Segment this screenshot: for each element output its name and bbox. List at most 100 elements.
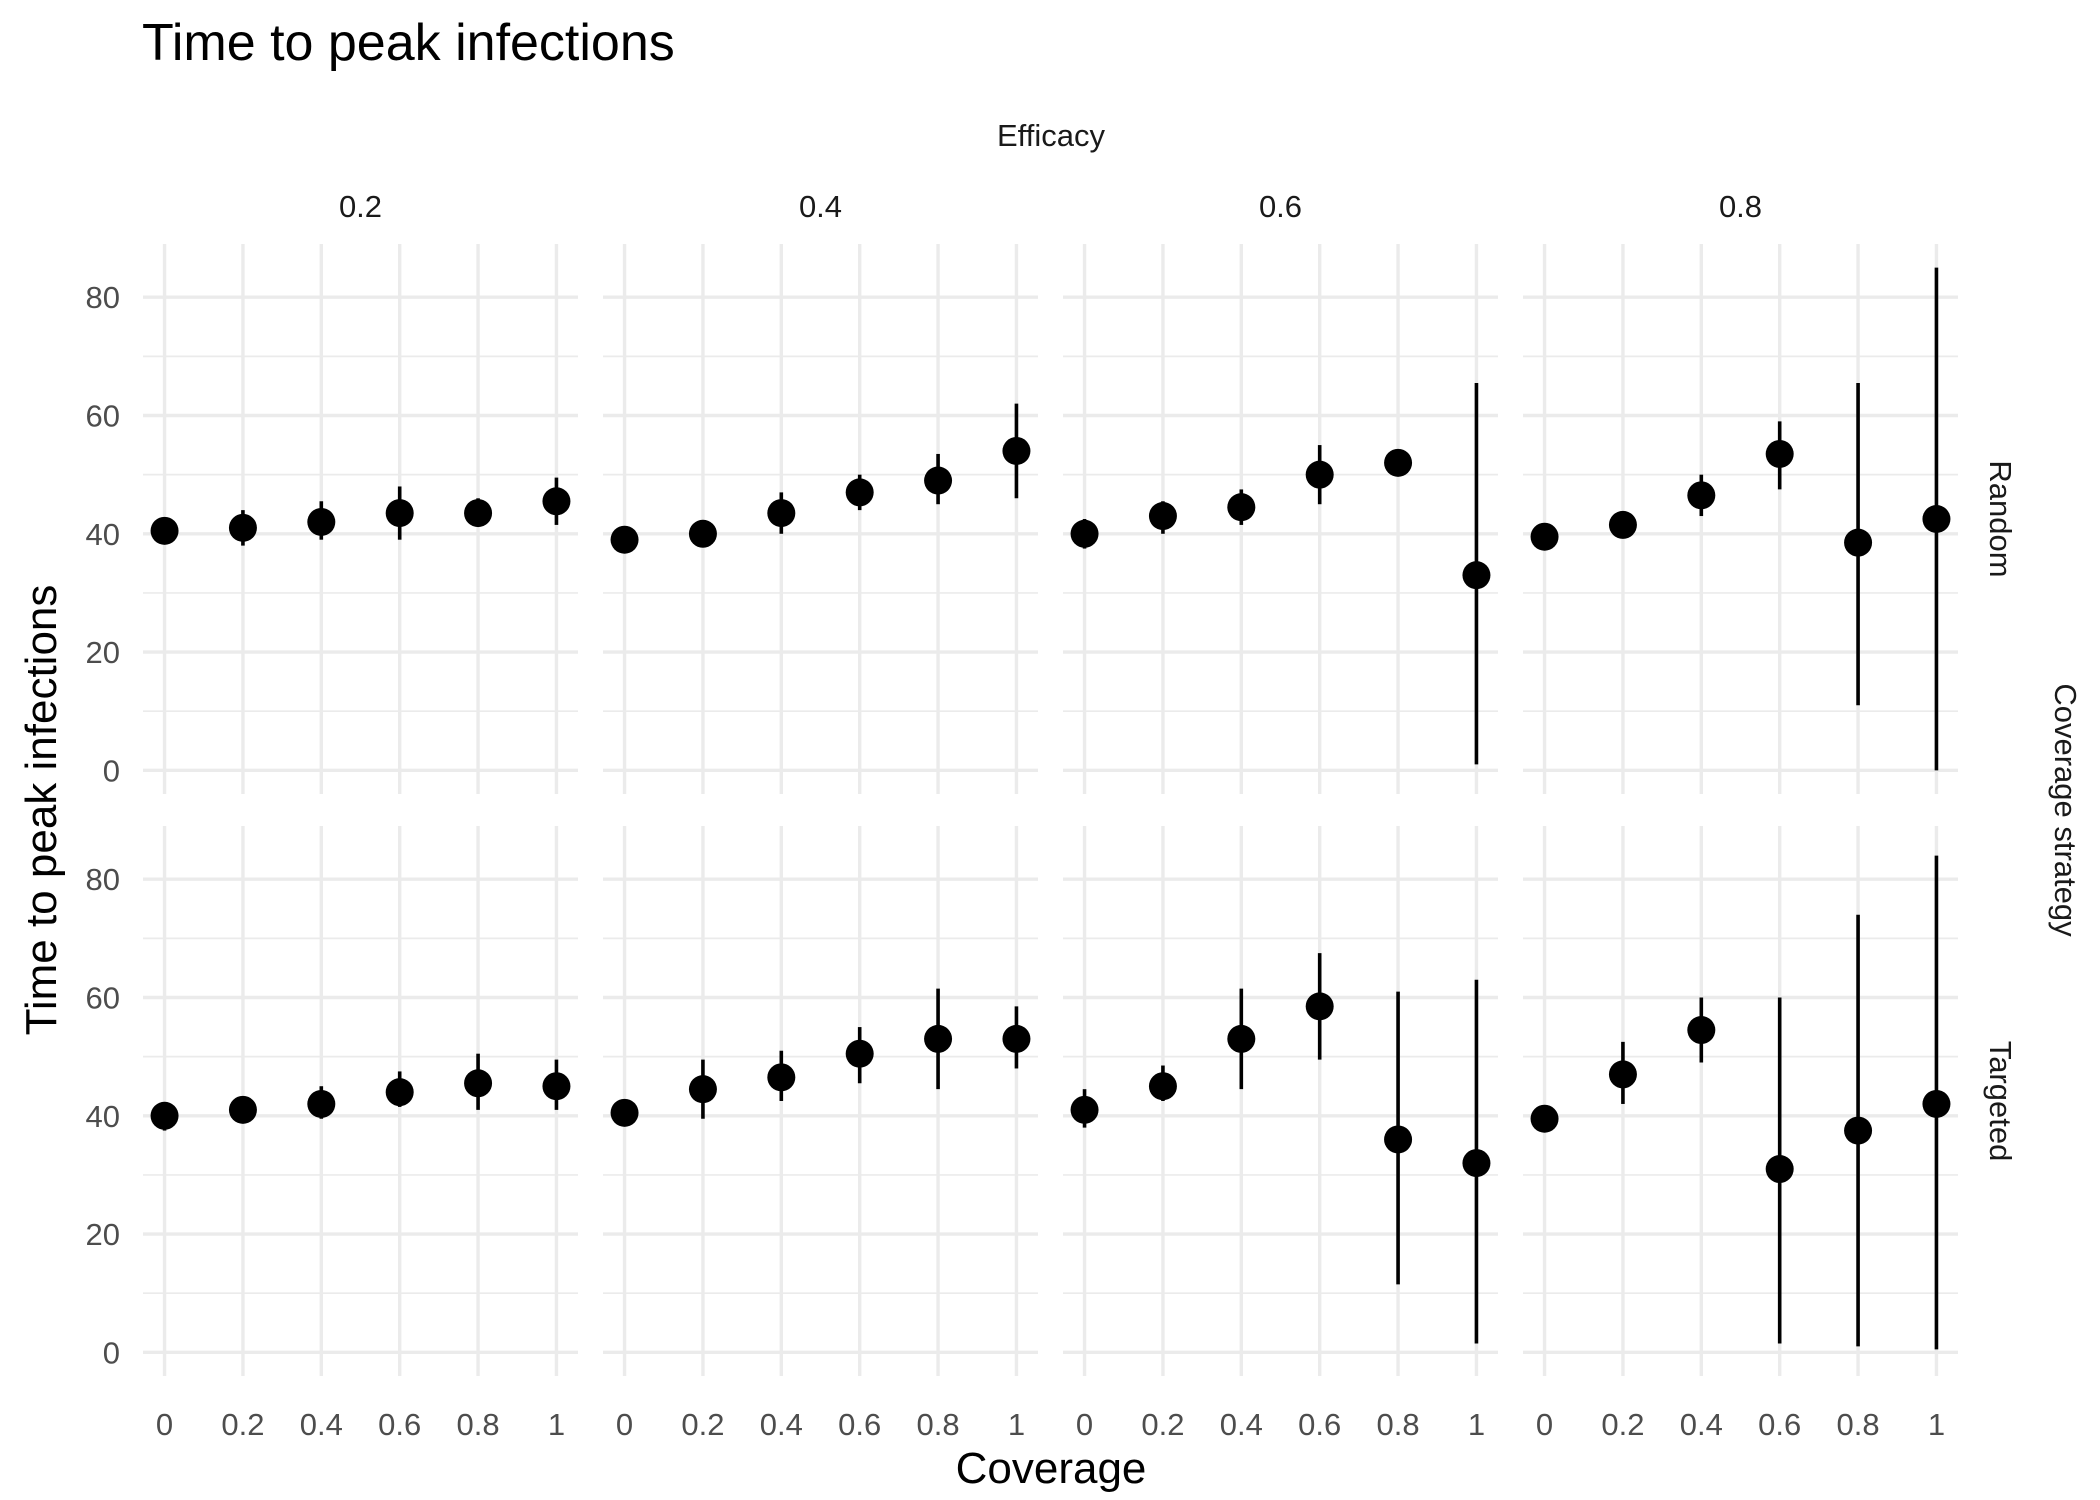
data-point [1305, 460, 1334, 489]
col-facet-label: 0.6 [1259, 189, 1302, 224]
data-point [1148, 502, 1177, 531]
data-point [1687, 481, 1716, 510]
data-point [1070, 519, 1099, 548]
x-tick-label: 0.8 [1377, 1407, 1420, 1442]
x-tick-label: 0 [616, 1407, 633, 1442]
x-tick-label: 0.6 [1758, 1407, 1801, 1442]
data-point [845, 478, 874, 507]
y-tick-label: 20 [86, 1217, 120, 1252]
x-tick-label: 1 [1468, 1407, 1485, 1442]
y-tick-label: 0 [103, 1335, 120, 1370]
data-point [610, 1098, 639, 1127]
data-point [385, 499, 414, 528]
data-point [150, 516, 179, 545]
col-facet-label: 0.4 [799, 189, 842, 224]
x-tick-label: 0.2 [1601, 1407, 1644, 1442]
data-point [688, 1075, 717, 1104]
x-tick-label: 0 [1536, 1407, 1553, 1442]
data-point [1227, 1024, 1256, 1053]
x-tick-label: 0.6 [1298, 1407, 1341, 1442]
data-point [307, 507, 336, 536]
y-tick-label: 0 [103, 753, 120, 788]
series-targeted-0.8 [1530, 855, 1951, 1350]
y-tick-label: 20 [86, 635, 120, 670]
series-random-0.2 [150, 477, 571, 546]
labels-layer: Time to peak infections Efficacy Coverag… [17, 14, 2083, 1493]
data-point [1765, 439, 1794, 468]
x-tick-label: 1 [1008, 1407, 1025, 1442]
data-point [150, 1101, 179, 1130]
data-point [1922, 1089, 1951, 1118]
y-tick-label: 40 [86, 1099, 120, 1134]
data-point [1227, 493, 1256, 522]
x-tick-label: 0.6 [838, 1407, 881, 1442]
y-tick-label: 80 [86, 280, 120, 315]
x-tick-label: 0.2 [1141, 1407, 1184, 1442]
data-point [1148, 1072, 1177, 1101]
x-tick-label: 0.4 [1680, 1407, 1723, 1442]
data-point [1002, 436, 1031, 465]
data-point [1384, 1125, 1413, 1154]
x-tick-label: 0.4 [300, 1407, 343, 1442]
col-facet-label: 0.8 [1719, 189, 1762, 224]
y-tick-label: 40 [86, 517, 120, 552]
data-point [688, 519, 717, 548]
data-point [228, 513, 257, 542]
data-point [1305, 992, 1334, 1021]
y-tick-label: 60 [86, 981, 120, 1016]
panel-random-0.4 [603, 244, 1038, 794]
x-tick-label: 0.2 [681, 1407, 724, 1442]
chart-title: Time to peak infections [142, 14, 675, 72]
data-point [1765, 1155, 1794, 1184]
row-facet-label: Targeted [1983, 1041, 2018, 1162]
col-facet-title: Efficacy [997, 118, 1105, 153]
row-facet-title: Coverage strategy [2048, 683, 2083, 937]
data-point [1608, 1060, 1637, 1089]
data-point [542, 487, 571, 516]
col-facet-label: 0.2 [339, 189, 382, 224]
data-point [1070, 1095, 1099, 1124]
data-point [610, 525, 639, 554]
x-tick-label: 0.8 [1837, 1407, 1880, 1442]
data-point [464, 1069, 493, 1098]
data-point [1384, 448, 1413, 477]
data-point [767, 1063, 796, 1092]
data-point [542, 1072, 571, 1101]
y-tick-label: 80 [86, 862, 120, 897]
x-axis-title: Coverage [956, 1444, 1147, 1493]
series-targeted-0.2 [150, 1053, 571, 1131]
x-tick-label: 0.8 [457, 1407, 500, 1442]
x-tick-label: 0 [1076, 1407, 1093, 1442]
data-point [385, 1078, 414, 1107]
series-random-0.4 [610, 403, 1031, 554]
data-point [1608, 510, 1637, 539]
series-targeted-0.6 [1070, 953, 1491, 1344]
data-point [228, 1095, 257, 1124]
x-tick-label: 0.4 [760, 1407, 803, 1442]
data-point [1687, 1016, 1716, 1045]
x-tick-label: 1 [548, 1407, 565, 1442]
data-point [307, 1089, 336, 1118]
data-point [1844, 1116, 1873, 1145]
data-point [1002, 1024, 1031, 1053]
x-tick-label: 1 [1928, 1407, 1945, 1442]
data-point [1462, 1149, 1491, 1178]
x-tick-label: 0 [156, 1407, 173, 1442]
data-point [1530, 1104, 1559, 1133]
panels-layer [143, 244, 1958, 1376]
data-point [1922, 505, 1951, 533]
data-point [924, 1024, 953, 1053]
data-point [1844, 528, 1873, 557]
y-axis-title: Time to peak infections [17, 585, 66, 1036]
x-tick-label: 0.8 [917, 1407, 960, 1442]
data-point [767, 499, 796, 528]
panel-targeted-0.4 [603, 826, 1038, 1376]
series-random-0.8 [1530, 267, 1951, 771]
data-point [924, 466, 953, 495]
x-tick-label: 0.4 [1220, 1407, 1263, 1442]
data-point [464, 499, 493, 528]
row-facet-label: Random [1983, 460, 2018, 577]
x-tick-label: 0.6 [378, 1407, 421, 1442]
y-tick-label: 60 [86, 399, 120, 434]
